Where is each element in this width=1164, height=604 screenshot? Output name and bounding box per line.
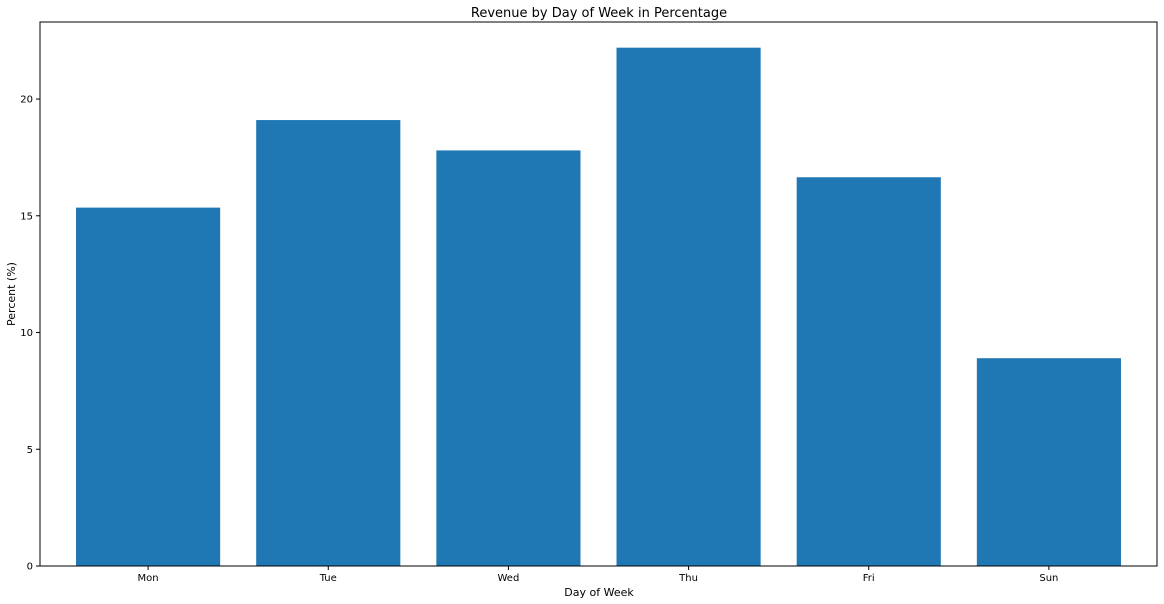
x-tick-label: Thu [678,573,698,584]
y-axis-label: Percent (%) [5,262,18,326]
x-tick-label: Sun [1039,573,1058,584]
bar-sun [976,358,1121,566]
plot-frame [39,21,1158,567]
bar-tue [256,120,401,566]
y-tick-label: 5 [27,445,33,456]
bar-mon [76,207,221,566]
x-axis-label: Day of Week [564,586,634,599]
x-axis-ticks: Mon Tue Wed Thu Fri Sun [138,566,1058,584]
y-tick-label: 20 [20,95,33,106]
x-tick-label: Wed [498,573,520,584]
x-tick-label: Fri [863,573,875,584]
bar-thu [616,47,761,567]
x-tick-label: Mon [138,573,159,584]
y-axis-ticks: 0 5 10 15 20 [20,95,40,573]
bar-wed [436,150,581,566]
chart-title: Revenue by Day of Week in Percentage [471,6,727,21]
bar-fri [796,177,941,567]
bars-group [76,47,1121,567]
y-tick-label: 0 [27,562,33,573]
y-tick-label: 10 [20,328,33,339]
x-tick-label: Tue [319,573,337,584]
y-tick-label: 15 [20,211,33,222]
